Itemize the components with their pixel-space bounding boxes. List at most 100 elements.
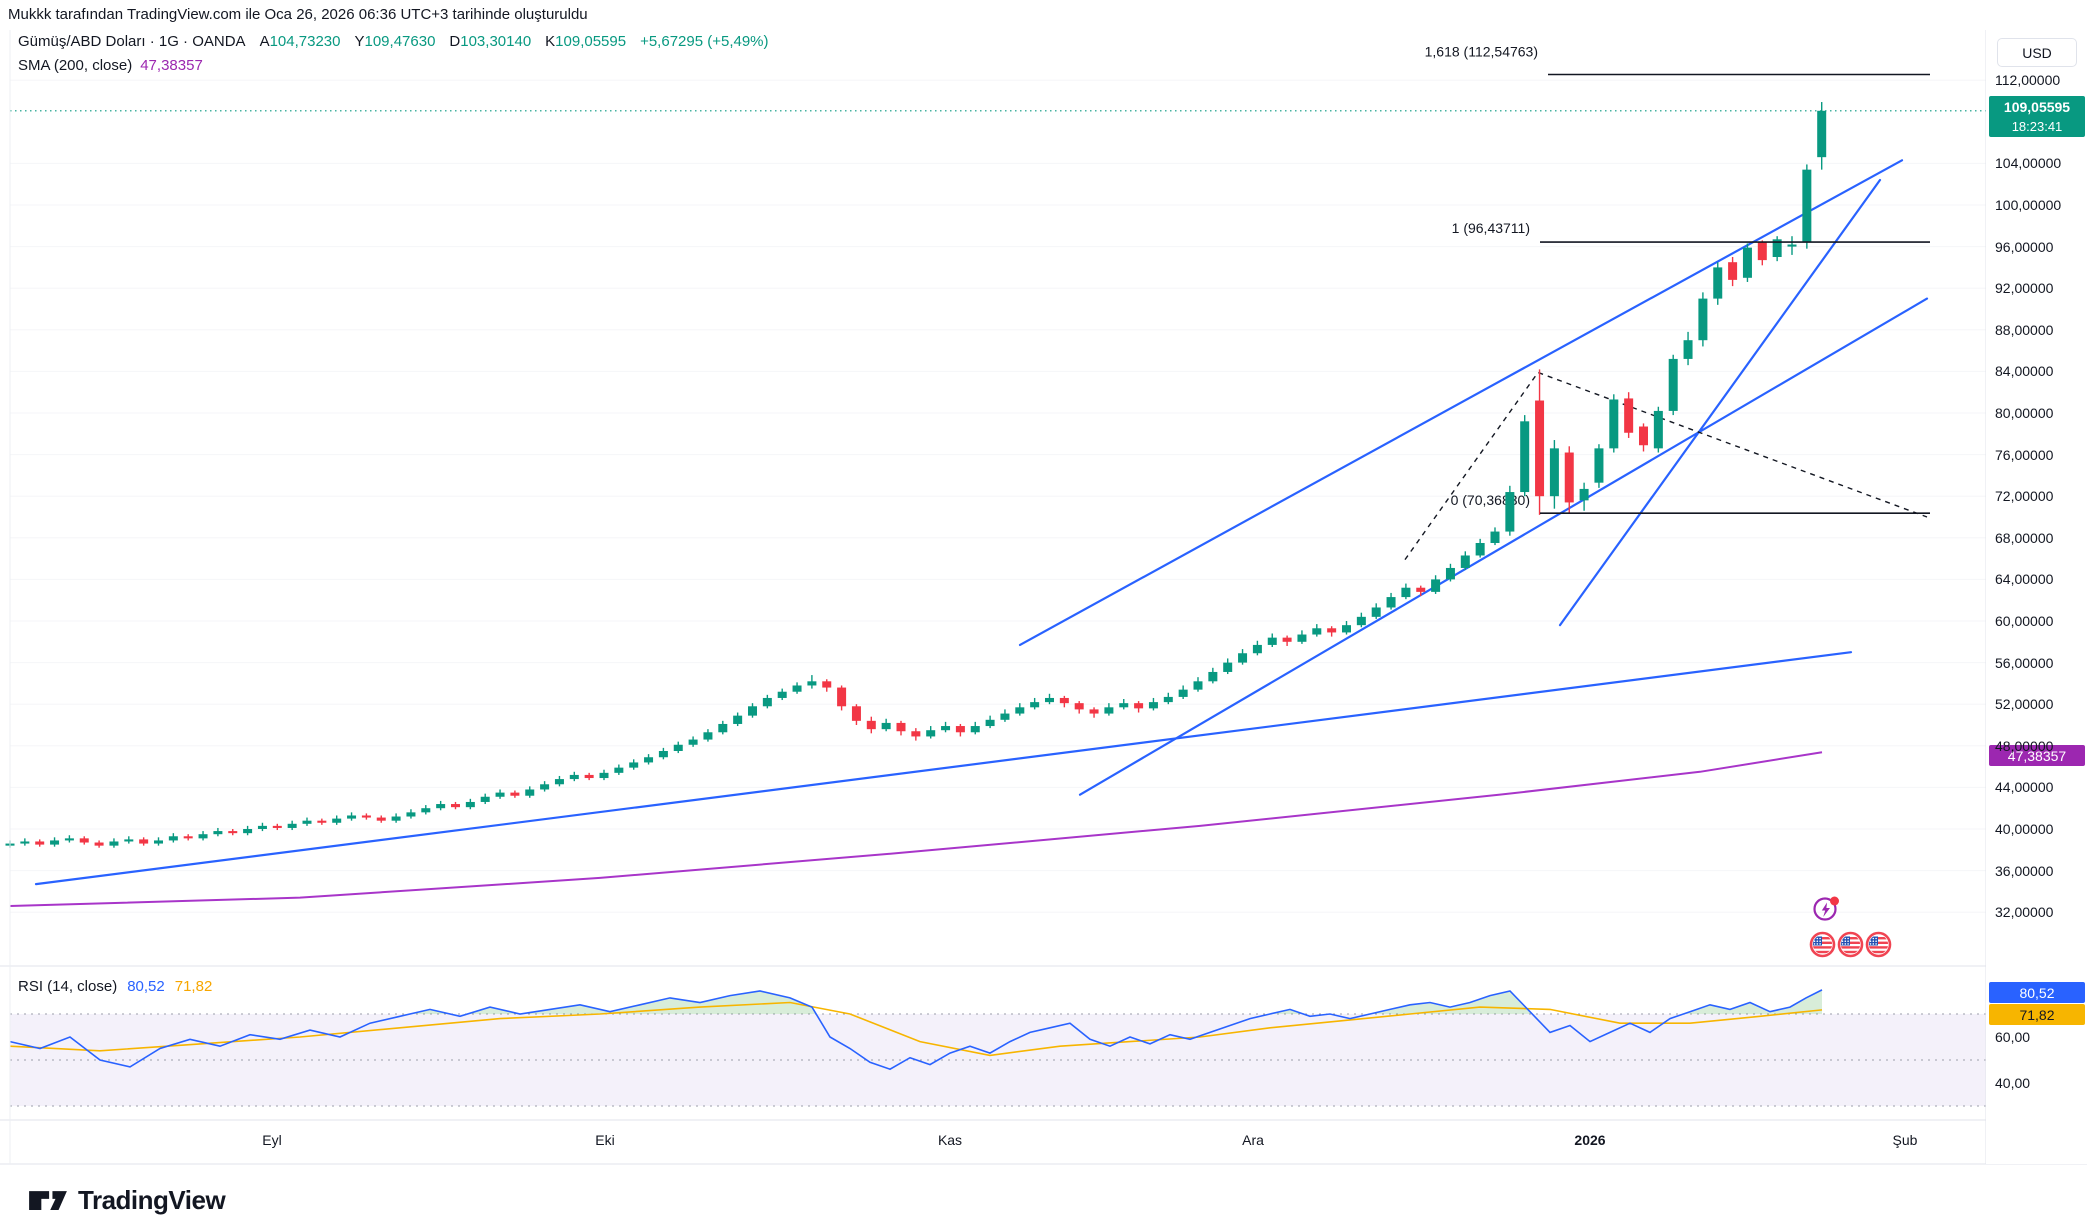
candle-body	[1015, 707, 1025, 714]
price-axis-label: 64,00000	[1995, 571, 2054, 588]
candle-body	[1342, 625, 1351, 633]
tradingview-logo-mark	[29, 1191, 67, 1210]
price-axis-label: 112,00000	[1995, 72, 2061, 89]
rsi-label[interactable]: RSI (14, close)	[18, 978, 118, 995]
price-axis-label: 48,00000	[1995, 737, 2054, 754]
fib-label: 1 (96,43711)	[1452, 220, 1530, 236]
price-axis-label: 84,00000	[1995, 363, 2054, 380]
candle-body	[183, 836, 193, 839]
flag-reaction-icon[interactable]	[1809, 931, 1836, 963]
rsi-axis-label: 60,00	[1995, 1029, 2031, 1045]
candle-body	[465, 801, 475, 808]
candle-body	[1059, 697, 1069, 704]
candle-body	[1074, 703, 1084, 710]
candle-body	[347, 815, 357, 819]
candle-body	[376, 817, 386, 821]
candle-body	[64, 838, 74, 841]
candle-body	[599, 772, 609, 779]
sma-line[interactable]	[9, 751, 1823, 907]
candle-body	[1698, 298, 1708, 341]
candle-body	[317, 820, 327, 823]
candle-body	[154, 840, 163, 844]
fib-label: 1,618 (112,54763)	[1425, 44, 1538, 60]
candle-body	[1713, 267, 1723, 299]
ohlc-key: A	[259, 33, 270, 50]
pennant-dashed-line[interactable]	[1404, 371, 1928, 561]
candle-body	[970, 726, 980, 733]
candle-body	[866, 720, 876, 730]
lightning-reaction-icon[interactable]	[1813, 894, 1843, 929]
candle-body	[1668, 358, 1678, 411]
rsi-axis-label: 40,00	[1995, 1075, 2031, 1091]
candle-body	[525, 789, 535, 796]
change-value: +5,67295 (+5,49%)	[640, 33, 769, 50]
candle-body	[451, 804, 460, 808]
candle-body	[1490, 531, 1500, 543]
candle-body	[1594, 448, 1604, 483]
candle-body	[614, 767, 624, 773]
price-axis[interactable]	[1986, 30, 2087, 1164]
sma-value: 47,38357	[140, 57, 203, 74]
price-axis-label: 96,00000	[1995, 238, 2054, 255]
candle-body	[94, 842, 104, 846]
ohlc-value: 103,30140	[460, 33, 532, 50]
price-axis-label: 52,00000	[1995, 696, 2054, 713]
trendline[interactable]	[1018, 159, 1904, 647]
candle-body	[1297, 634, 1307, 642]
last-price-value: 109,05595	[2003, 98, 2071, 115]
ohlc-key: K	[545, 33, 556, 50]
candle-body	[139, 839, 149, 844]
candle-body	[688, 739, 698, 745]
candle-body	[1386, 597, 1396, 608]
trendline[interactable]	[34, 651, 1853, 886]
trendline[interactable]	[1078, 297, 1929, 796]
candle-body	[1772, 239, 1782, 257]
ohlc-values: A104,73230 Y109,47630 D103,30140 K109,05595	[246, 33, 627, 50]
candle-body	[287, 823, 297, 828]
candle-body	[1371, 607, 1381, 617]
sma-price-badge: 47,38357	[1989, 745, 2085, 766]
rsi-ma-value: 71,82	[174, 978, 213, 995]
time-axis-label: 2026	[1574, 1132, 1606, 1148]
rsi-line[interactable]	[9, 989, 1823, 1071]
candle-body	[851, 706, 861, 721]
time-axis-label: Kas	[937, 1132, 963, 1148]
candle-body	[718, 723, 728, 733]
candle-body	[673, 744, 683, 751]
trendline[interactable]	[1558, 178, 1882, 627]
symbol-title[interactable]: Gümüş/ABD Doları · 1G · OANDA	[18, 33, 246, 50]
price-axis-label: 68,00000	[1995, 529, 2054, 546]
candle-body	[213, 831, 223, 835]
sma-label[interactable]: SMA (200, close)	[18, 57, 133, 74]
candle-body	[228, 831, 238, 834]
last-price-badge: 109,05595 18:23:41	[1989, 96, 2085, 137]
candle-body	[35, 841, 45, 845]
candle-body	[1460, 555, 1470, 568]
candle-body	[1445, 567, 1455, 580]
flag-reaction-icon[interactable]	[1865, 931, 1892, 963]
candle-body	[1312, 628, 1322, 635]
currency-button[interactable]: USD	[1997, 38, 2077, 67]
candle-body	[421, 808, 431, 813]
candle-body	[406, 812, 416, 817]
candle-body	[807, 681, 817, 686]
candle-body	[1416, 587, 1426, 592]
candle-body	[658, 751, 668, 758]
rsi-ma-line[interactable]	[9, 1001, 1823, 1057]
candle-body	[540, 784, 550, 790]
candle-body	[1520, 421, 1530, 493]
candle-body	[762, 697, 772, 707]
candle-body	[1639, 426, 1648, 446]
flag-reaction-icon[interactable]	[1837, 931, 1864, 963]
rsi-value-badge: 80,52	[1989, 982, 2085, 1003]
candle-body	[792, 685, 802, 692]
price-axis-label: 44,00000	[1995, 779, 2054, 796]
candle-body	[480, 796, 490, 802]
price-axis-label: 56,00000	[1995, 654, 2054, 671]
candle-body	[332, 818, 342, 823]
tradingview-logo[interactable]: TradingView	[28, 1180, 226, 1220]
symbol-legend: Gümüş/ABD Doları · 1G · OANDA A104,73230 Y…	[18, 33, 769, 50]
candle-body	[748, 706, 757, 716]
